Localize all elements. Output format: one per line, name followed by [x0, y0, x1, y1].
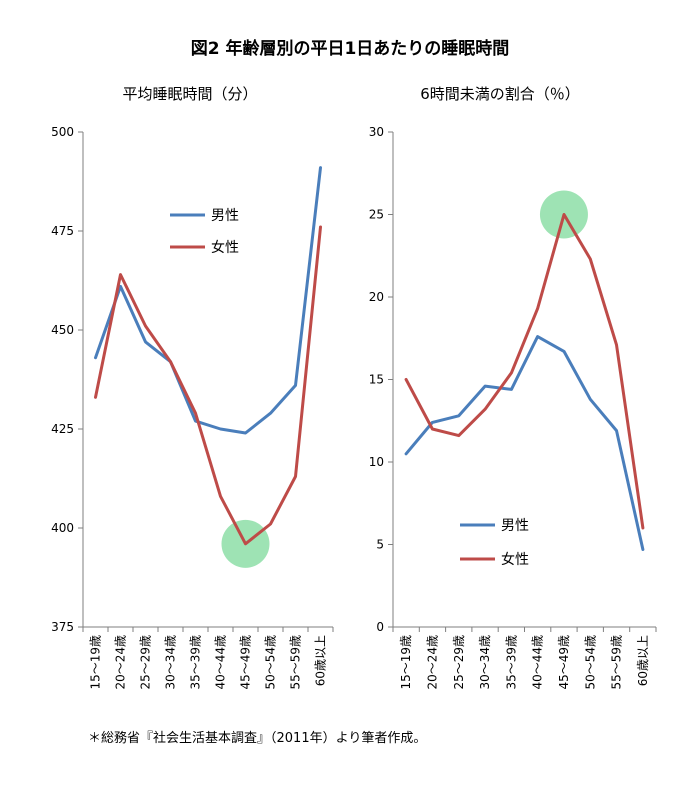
x-tick-label: 55～59歳: [289, 635, 303, 690]
y-tick-label: 0: [376, 620, 384, 634]
x-tick-label: 45～49歳: [239, 635, 253, 690]
chart-1-title: 平均睡眠時間（分）: [122, 85, 257, 103]
x-tick-label: 50～54歳: [583, 635, 597, 690]
x-tick-label: 20～24歳: [114, 635, 128, 690]
x-tick-label: 40～44歳: [531, 635, 545, 690]
x-tick-label: 60歳以上: [314, 635, 328, 686]
y-tick-label: 450: [51, 323, 74, 337]
x-tick-label: 25～29歳: [452, 635, 466, 690]
x-tick-label: 15～19歳: [399, 635, 413, 690]
y-tick-label: 425: [51, 422, 74, 436]
chart-2-title: 6時間未満の割合（％）: [420, 85, 580, 103]
y-tick-label: 10: [369, 455, 384, 469]
series-line-female: [404, 213, 645, 530]
x-tick-label: 50～54歳: [264, 635, 278, 690]
y-tick-label: 375: [51, 620, 74, 634]
x-tick-label: 25～29歳: [139, 635, 153, 690]
figure-title: 図2 年齢層別の平日1日あたりの睡眠時間: [190, 39, 510, 59]
legend-label-female: 女性: [501, 551, 529, 568]
y-tick-label: 500: [51, 125, 74, 139]
series-line-male: [94, 166, 322, 435]
y-tick-label: 15: [369, 373, 384, 387]
legend-label-male: 男性: [501, 518, 529, 534]
source-note: ＊総務省『社会生活基本調査』（2011年）より筆者作成。: [88, 731, 427, 746]
y-tick-label: 20: [369, 290, 384, 304]
x-tick-label: 30～34歳: [164, 635, 178, 690]
x-tick-label: 45～49歳: [557, 635, 571, 690]
x-tick-label: 15～19歳: [89, 635, 103, 690]
legend-label-male: 男性: [211, 208, 239, 224]
y-tick-label: 30: [369, 125, 384, 139]
series-line-female: [94, 225, 322, 546]
x-tick-label: 35～39歳: [189, 635, 203, 690]
y-tick-label: 5: [376, 538, 384, 552]
y-tick-label: 400: [51, 521, 74, 535]
x-tick-label: 40～44歳: [214, 635, 228, 690]
x-tick-label: 35～39歳: [504, 635, 518, 690]
y-tick-label: 25: [369, 208, 384, 222]
y-tick-label: 475: [51, 224, 74, 238]
series-line-male: [404, 335, 645, 551]
x-tick-label: 60歳以上: [636, 635, 650, 686]
x-tick-label: 20～24歳: [425, 635, 439, 690]
x-tick-label: 55～59歳: [610, 635, 624, 690]
x-tick-label: 30～34歳: [478, 635, 492, 690]
legend-label-female: 女性: [211, 239, 239, 256]
